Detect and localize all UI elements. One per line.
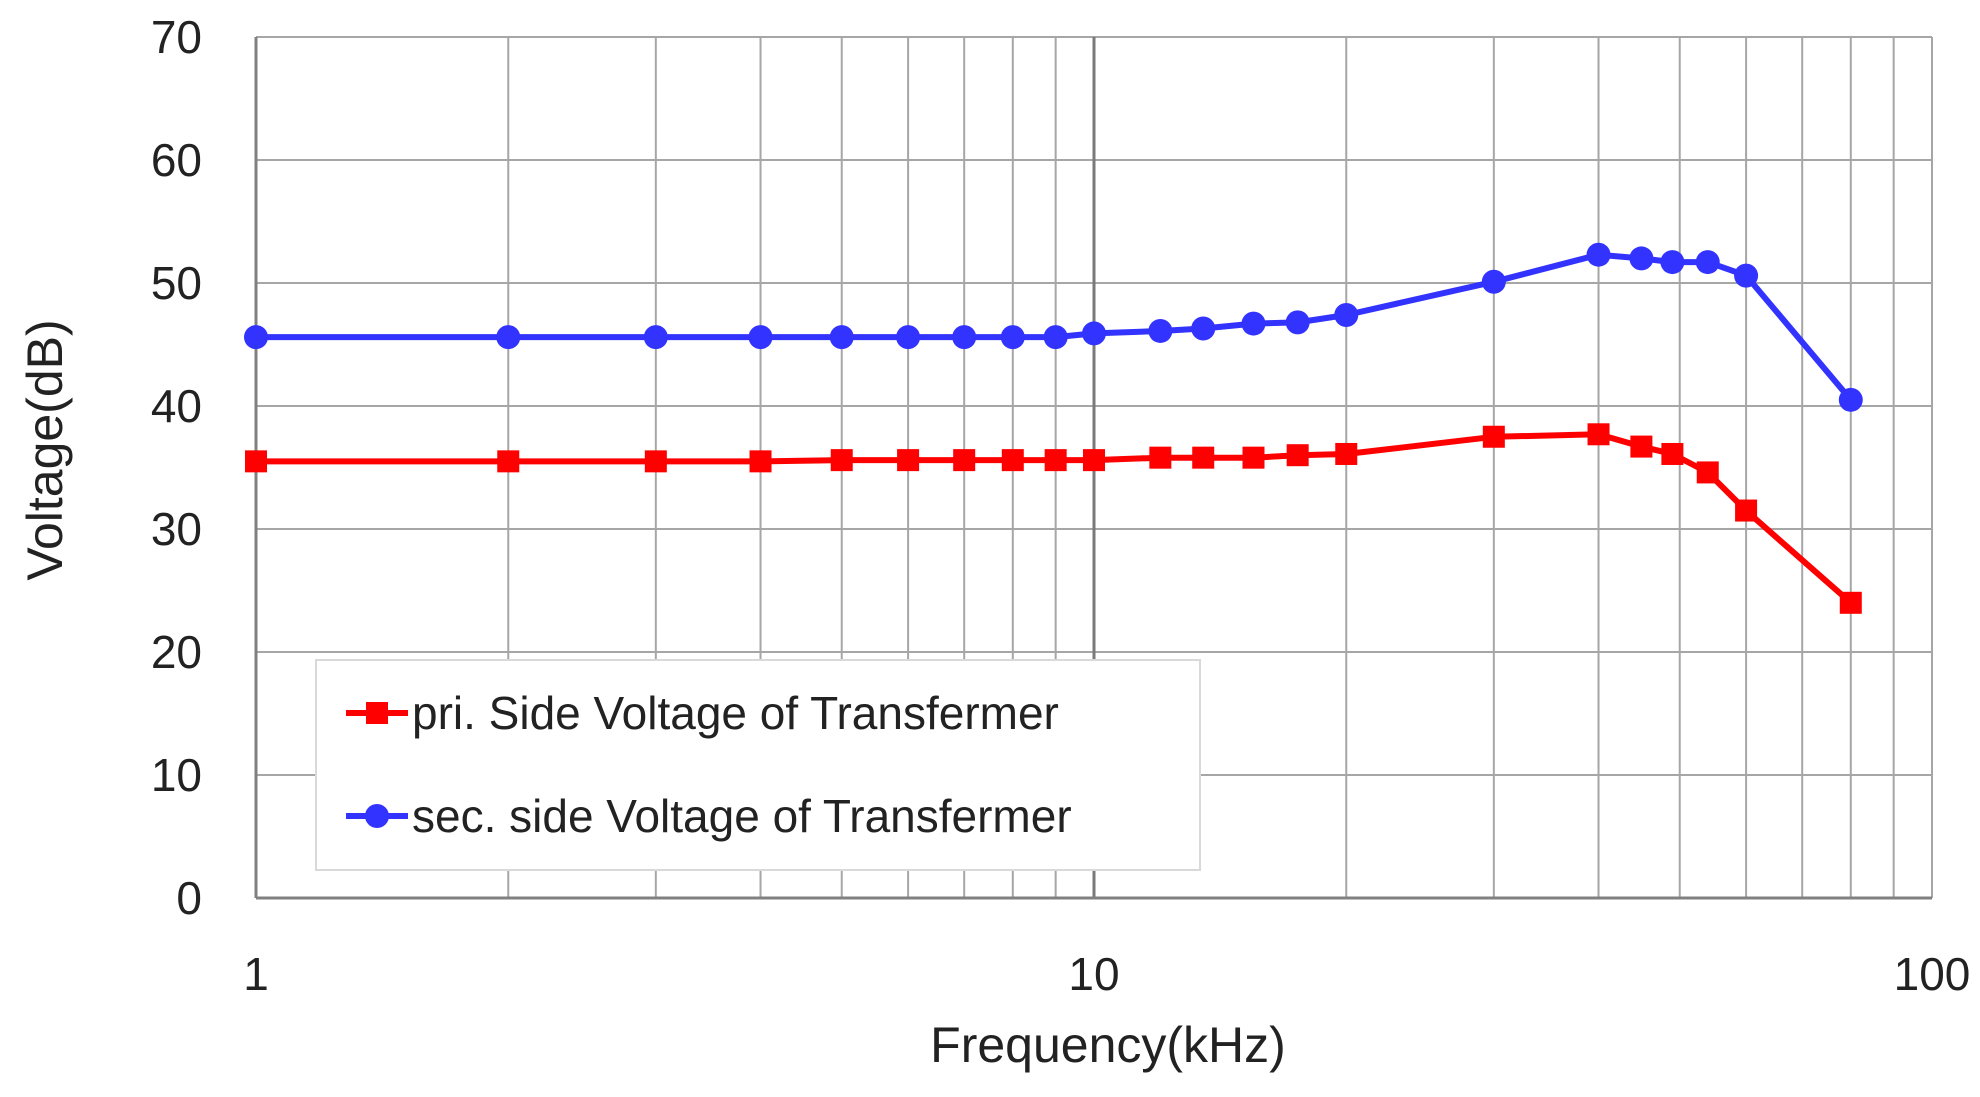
data-point-circle bbox=[829, 325, 854, 350]
data-point-circle bbox=[1043, 325, 1068, 350]
series-line-2 bbox=[256, 251, 1854, 402]
data-point-circle bbox=[1586, 242, 1611, 267]
legend: pri. Side Voltage of Transfermer sec. sid… bbox=[315, 659, 1201, 871]
data-point-circle bbox=[643, 325, 668, 350]
data-point-square bbox=[644, 450, 667, 473]
data-point-square bbox=[897, 449, 920, 472]
data-point-square bbox=[245, 450, 267, 473]
data-point-circle bbox=[1241, 311, 1266, 336]
series-layer bbox=[244, 242, 1863, 614]
legend-marker-circle bbox=[365, 804, 389, 828]
y-tick-label: 70 bbox=[151, 11, 202, 63]
y-tick-label: 60 bbox=[151, 134, 202, 186]
y-tick-label: 20 bbox=[151, 626, 202, 678]
x-tick-label: 1 bbox=[243, 948, 269, 1000]
data-point-circle bbox=[244, 325, 268, 350]
data-point-circle bbox=[1660, 250, 1685, 275]
data-point-square bbox=[1083, 449, 1105, 472]
data-point-square bbox=[497, 450, 520, 473]
data-point-circle bbox=[896, 325, 921, 350]
data-point-circle bbox=[1285, 310, 1310, 335]
data-point-square bbox=[1839, 591, 1862, 614]
axis-layer: 0 10 20 30 40 50 60 70 1 10 100 bbox=[151, 11, 1971, 1000]
y-axis-title: Voltage(dB) bbox=[17, 319, 73, 580]
data-point-circle bbox=[1082, 321, 1106, 346]
legend-label-1: pri. Side Voltage of Transfermer bbox=[412, 687, 1059, 739]
y-tick-label: 0 bbox=[176, 872, 202, 924]
y-tick-label: 30 bbox=[151, 503, 202, 555]
data-point-circle bbox=[952, 325, 977, 350]
data-point-circle bbox=[1481, 269, 1506, 294]
data-point-circle bbox=[748, 325, 773, 350]
legend-box bbox=[315, 659, 1201, 871]
data-point-square bbox=[1286, 444, 1309, 467]
data-point-square bbox=[1696, 461, 1719, 484]
data-point-circle bbox=[1695, 250, 1720, 275]
data-point-circle bbox=[1148, 318, 1173, 343]
data-point-circle bbox=[1734, 263, 1759, 288]
data-point-circle bbox=[1629, 246, 1654, 271]
data-point-square bbox=[1482, 425, 1505, 448]
legend-marker-square bbox=[366, 702, 388, 724]
y-tick-label: 10 bbox=[151, 749, 202, 801]
x-tick-label: 100 bbox=[1894, 948, 1971, 1000]
data-point-square bbox=[1044, 449, 1067, 472]
y-tick-label: 50 bbox=[151, 257, 202, 309]
data-point-square bbox=[1630, 435, 1653, 458]
data-point-square bbox=[1335, 442, 1358, 465]
data-point-circle bbox=[1191, 316, 1216, 341]
data-point-circle bbox=[1000, 325, 1025, 350]
data-point-square bbox=[1149, 446, 1172, 469]
data-point-square bbox=[1192, 446, 1215, 469]
data-point-square bbox=[749, 450, 772, 473]
x-axis-title: Frequency(kHz) bbox=[930, 1017, 1286, 1073]
series-line-1 bbox=[256, 431, 1853, 606]
data-point-square bbox=[1001, 449, 1024, 472]
x-tick-label: 10 bbox=[1068, 948, 1119, 1000]
y-tick-label: 40 bbox=[151, 380, 202, 432]
data-point-square bbox=[830, 449, 853, 472]
data-point-square bbox=[1587, 423, 1610, 446]
data-point-circle bbox=[1334, 302, 1359, 327]
legend-label-2: sec. side Voltage of Transfermer bbox=[412, 790, 1072, 842]
data-point-circle bbox=[1838, 387, 1863, 412]
data-point-square bbox=[1661, 442, 1684, 465]
data-point-square bbox=[1735, 499, 1758, 522]
data-point-circle bbox=[496, 325, 521, 350]
data-point-square bbox=[953, 449, 976, 472]
data-point-square bbox=[1242, 446, 1265, 469]
